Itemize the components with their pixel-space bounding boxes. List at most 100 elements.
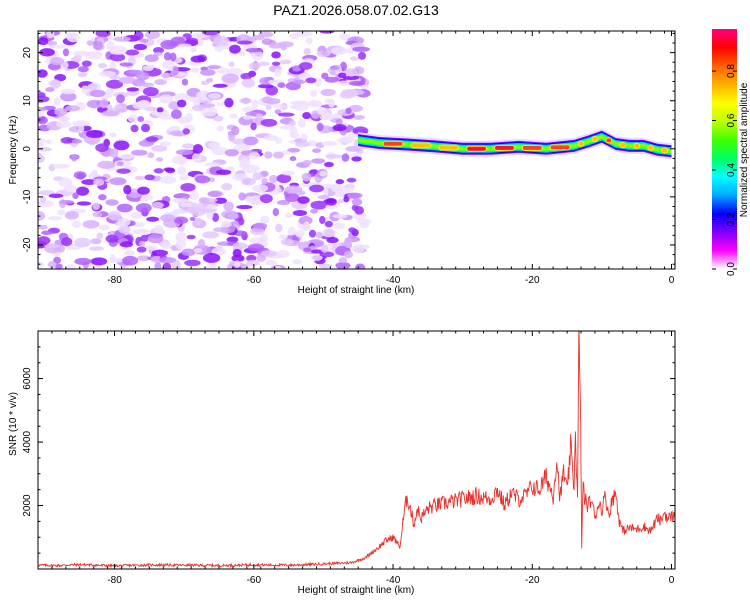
noise-blob (302, 111, 312, 120)
noise-blob (187, 96, 197, 102)
snr-line (38, 331, 675, 569)
colorbar-tick-label: 0.4 (726, 163, 737, 177)
spectrogram-panel: -80 -60 -40 -20 0 -20 -10 0 10 20 Height of stra… (8, 30, 676, 296)
noise-blob (53, 256, 61, 265)
noise-blob (284, 212, 292, 219)
noise-blob (159, 214, 176, 222)
noise-blob (292, 79, 306, 85)
noise-blob (290, 100, 308, 106)
noise-blob (348, 80, 366, 86)
noise-blob (323, 161, 334, 168)
noise-blob (292, 259, 303, 265)
noise-blob (139, 196, 149, 203)
noise-blob (151, 201, 164, 209)
noise-blob (86, 40, 94, 46)
noise-blob (147, 233, 164, 244)
noise-blob (208, 141, 221, 149)
noise-blob (335, 118, 343, 126)
noise-blob (345, 145, 362, 152)
noise-blob (265, 260, 278, 266)
noise-blob (269, 174, 278, 184)
noise-blob (303, 221, 310, 230)
noise-blob (308, 229, 317, 238)
snr-x-label: Height of straight line (km) (298, 585, 415, 596)
noise-blob (343, 250, 354, 259)
noise-blob (116, 94, 125, 104)
noise-blob (199, 208, 217, 213)
noise-blob (98, 224, 111, 231)
noise-blob (274, 137, 282, 144)
noise-blob (359, 220, 370, 229)
noise-blob (45, 139, 52, 145)
noise-blob (145, 31, 161, 40)
noise-blob (319, 215, 326, 225)
noise-blob (335, 179, 345, 185)
noise-blob (217, 67, 230, 74)
noise-blob (229, 113, 238, 119)
noise-blob (202, 253, 221, 263)
noise-blob (65, 264, 76, 269)
noise-blob (241, 78, 256, 88)
noise-blob (261, 177, 268, 185)
noise-blob (107, 211, 122, 221)
noise-blob (348, 104, 363, 113)
noise-blob (341, 136, 354, 143)
noise-blob (99, 98, 109, 109)
noise-blob (137, 116, 145, 122)
noise-blob (258, 61, 270, 66)
noise-blob (201, 31, 220, 36)
noise-blob (272, 208, 280, 217)
noise-blob (91, 169, 98, 177)
x-tick-label: 0 (669, 575, 675, 586)
noise-blob (133, 43, 148, 51)
noise-blob (133, 31, 144, 41)
noise-blob (190, 47, 197, 53)
noise-blob (109, 254, 116, 264)
noise-blob (273, 265, 282, 269)
noise-blob (176, 99, 187, 108)
noise-blob (236, 205, 253, 210)
noise-blob (117, 153, 136, 159)
noise-blob (351, 244, 365, 253)
noise-blob (113, 36, 131, 42)
noise-blob (38, 37, 49, 46)
noise-blob (200, 106, 218, 117)
noise-blob (326, 237, 339, 244)
snr-panel: -80 -60 -40 -20 0 2000 4000 6000 Height of str… (8, 330, 676, 596)
snr-y-label: SNR (10 * v/v) (8, 392, 19, 456)
x-tick-label: -80 (107, 275, 122, 286)
noise-blob (273, 104, 289, 109)
noise-blob (212, 227, 229, 233)
noise-blob (116, 203, 133, 213)
noise-blob (38, 262, 45, 268)
noise-blob (130, 124, 139, 133)
noise-blob (216, 169, 232, 175)
noise-blob (277, 82, 286, 88)
noise-blob (169, 52, 177, 62)
noise-blob (278, 234, 288, 239)
noise-blob (213, 35, 229, 46)
noise-blob (46, 41, 58, 46)
noise-blob (353, 115, 365, 120)
noise-blob (264, 151, 273, 159)
noise-blob (175, 232, 188, 243)
noise-blob (173, 216, 189, 225)
noise-blob (39, 196, 46, 204)
noise-blob (298, 215, 313, 226)
noise-blob (81, 60, 92, 67)
noise-blob (109, 53, 126, 62)
y-tick-label: 2000 (22, 494, 33, 517)
noise-blob (252, 99, 259, 109)
noise-blob (207, 191, 222, 198)
noise-blob (38, 142, 45, 148)
noise-blob (156, 107, 164, 113)
noise-blob (122, 255, 139, 266)
noise-blob (292, 210, 308, 217)
noise-blob (212, 115, 224, 122)
noise-blob (202, 231, 219, 239)
ridge-peak (619, 141, 627, 148)
noise-blob (147, 152, 155, 159)
noise-blob (172, 260, 181, 269)
noise-blob (71, 220, 82, 228)
noise-blob (325, 154, 343, 159)
